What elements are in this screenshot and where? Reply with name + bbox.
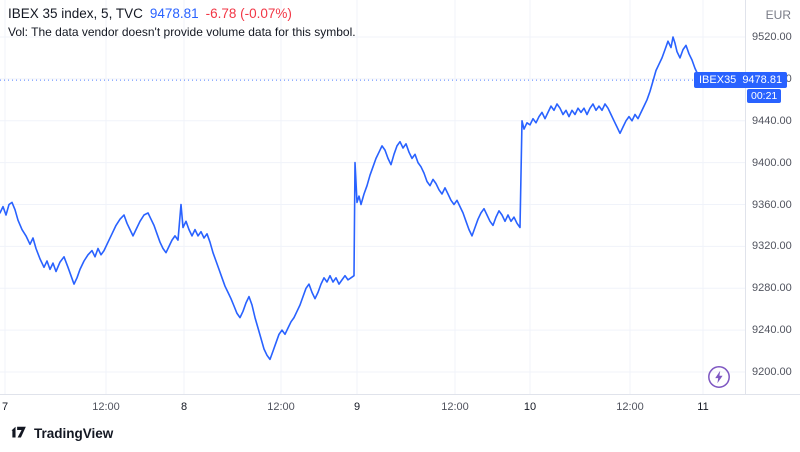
time-tick-label: 10 — [523, 401, 537, 413]
price-tick-label: 9240.00 — [752, 324, 792, 337]
time-tick-label: 12:00 — [441, 401, 469, 413]
legend-change: -6.78 (-0.07%) — [205, 6, 292, 21]
price-line-series — [0, 36, 711, 361]
time-tick-label: 9 — [353, 401, 361, 413]
price-scale[interactable]: 9520.009480.009440.009400.009360.009320.… — [746, 0, 800, 394]
price-tick-label: 9520.00 — [752, 31, 792, 43]
time-tick-label: 7 — [1, 401, 9, 413]
tradingview-logo-icon — [11, 426, 26, 438]
time-tick-label: 12:00 — [616, 401, 644, 413]
tradingview-logo[interactable]: TradingView — [10, 426, 113, 441]
currency-label: EUR — [765, 8, 791, 22]
symbol-legend[interactable]: IBEX 35 index, 5, TVC 9478.81 -6.78 (-0.… — [8, 6, 292, 21]
price-tick-label: 9320.00 — [752, 240, 792, 253]
price-tick-label: 9200.00 — [752, 366, 792, 378]
symbol-title[interactable]: IBEX 35 index, 5, TVC — [8, 6, 143, 21]
time-tick-label: 12:00 — [267, 401, 295, 413]
time-tick-label: 11 — [697, 401, 709, 413]
price-tick-label: 9400.00 — [752, 156, 792, 169]
volume-note: Vol: The data vendor doesn't provide vol… — [8, 25, 356, 39]
price-axis-separator — [745, 0, 746, 394]
price-tick-label: 9360.00 — [752, 198, 792, 211]
legend-last-price: 9478.81 — [149, 6, 199, 21]
time-scale[interactable]: 7 12:00 8 12:00 9 12:00 10 12:00 11 — [0, 395, 745, 421]
tradingview-logo-text: TradingView — [34, 426, 114, 441]
time-tick-label: 12:00 — [92, 401, 120, 413]
last-price-badge: IBEX35 9478.81 — [694, 72, 788, 89]
badge-price: 9478.81 — [742, 74, 783, 87]
time-axis-separator — [0, 394, 800, 395]
badge-symbol: IBEX35 — [699, 74, 737, 87]
time-tick-label: 8 — [180, 401, 188, 413]
bar-countdown: 00:21 — [747, 89, 782, 104]
quick-trade-button[interactable] — [707, 365, 731, 389]
price-tick-label: 9280.00 — [752, 282, 792, 295]
lightning-icon — [708, 366, 730, 388]
price-tick-label: 9440.00 — [752, 114, 792, 127]
